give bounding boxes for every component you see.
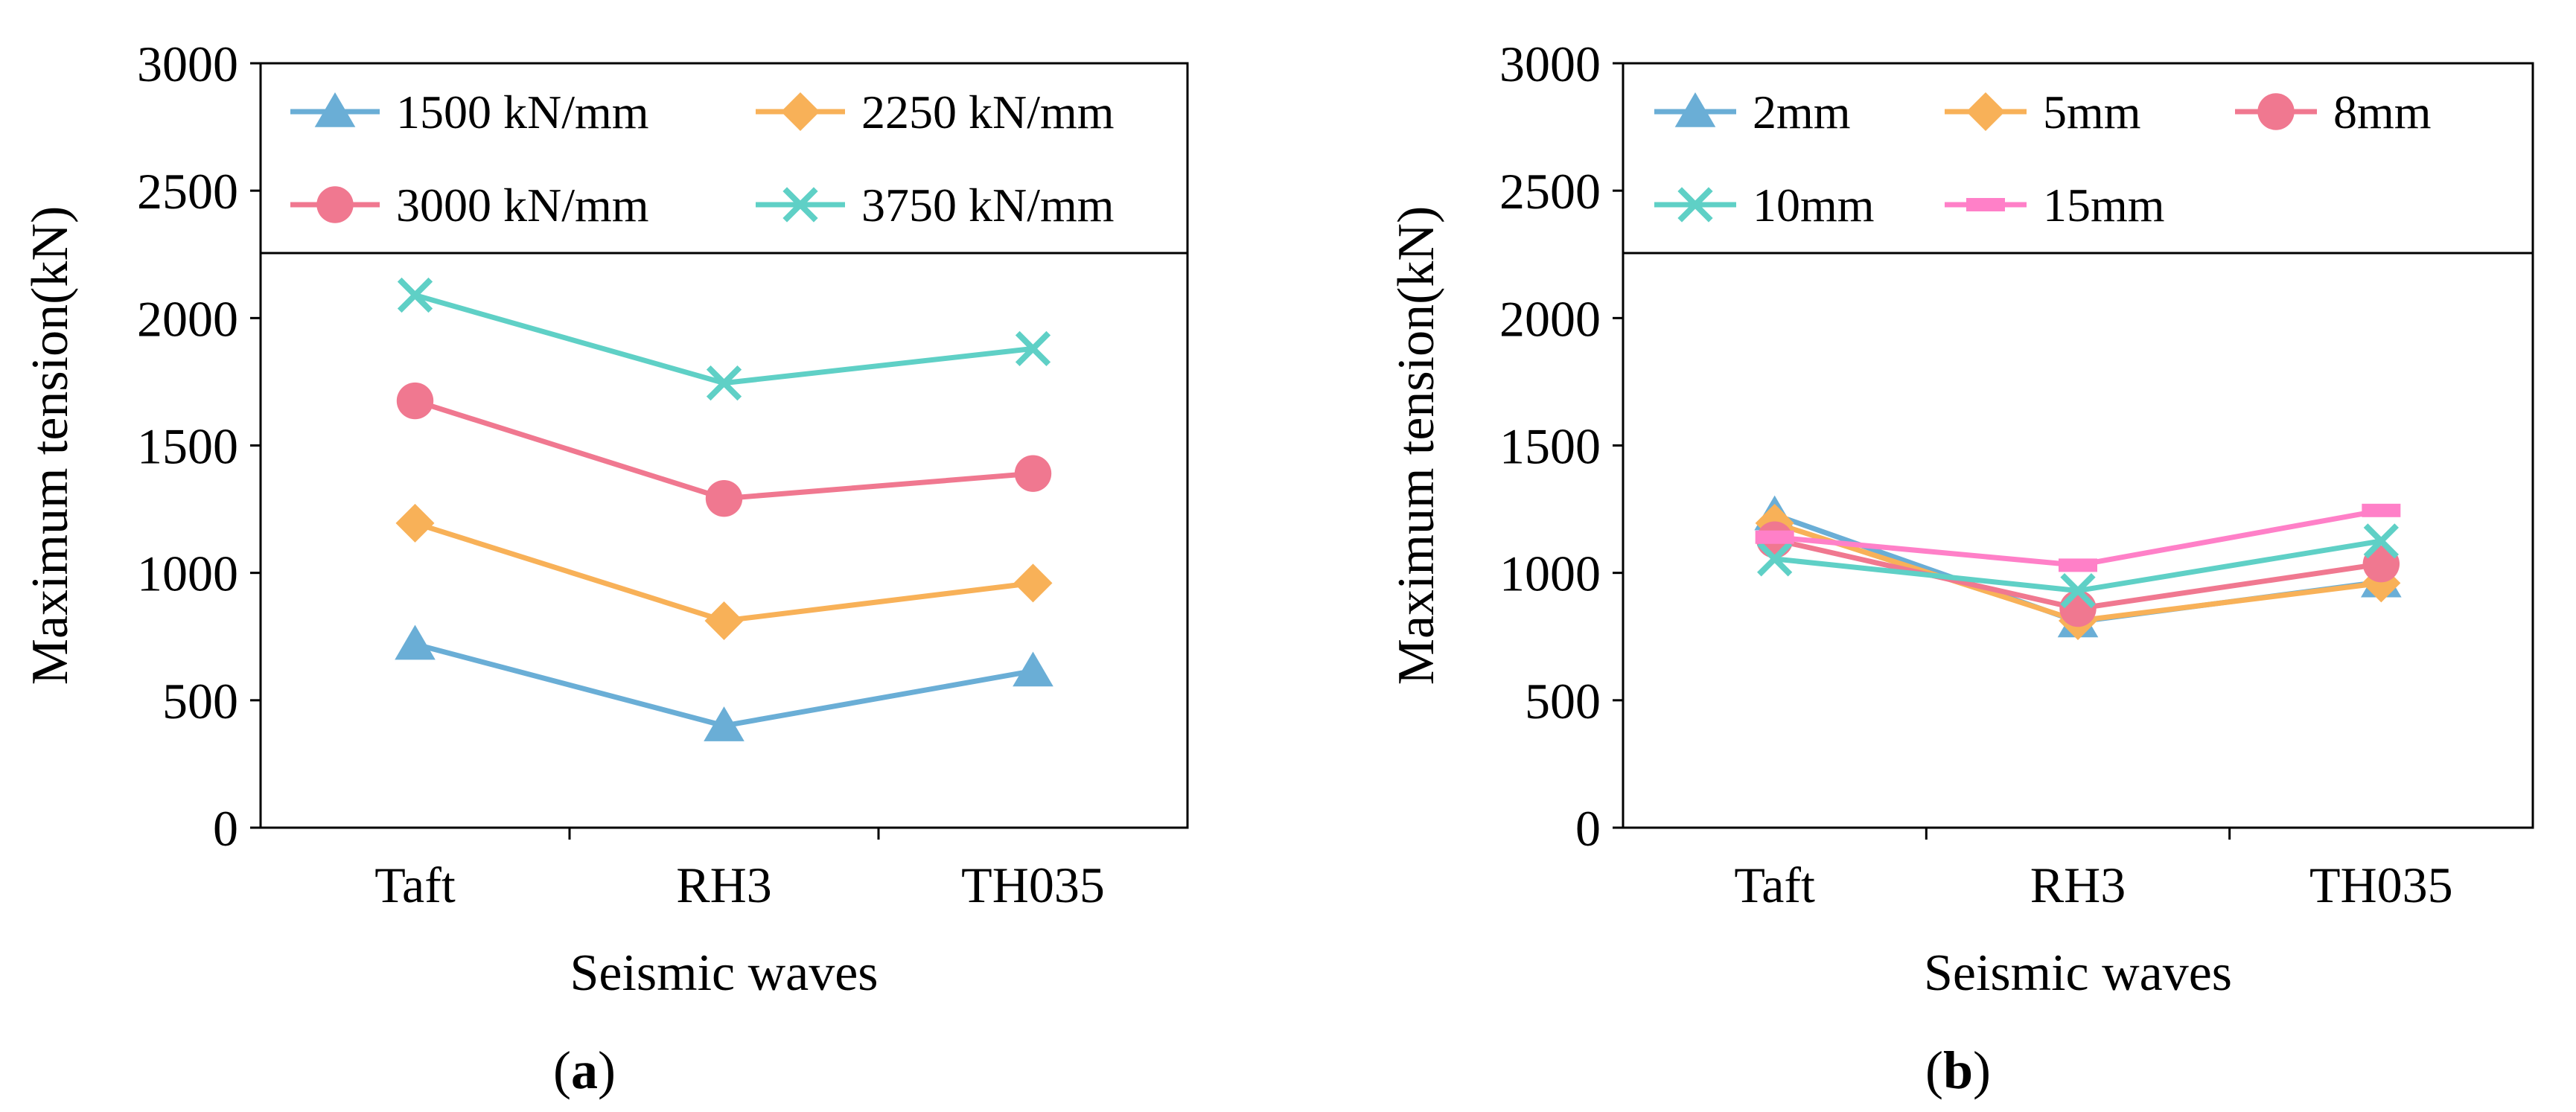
- panel-b-label-open: (: [1925, 1041, 1943, 1100]
- panel-a-x-axis-label: Seismic waves: [570, 945, 878, 1002]
- panel-a-label-letter: a: [571, 1041, 598, 1100]
- panel-a-series-3000-kn-mm-point-rh3: [705, 480, 743, 517]
- panel-b-series-8mm-point-rh3: [2059, 589, 2097, 627]
- panel-b-legend-entry-15mm-marker: [1966, 198, 2005, 211]
- panel-a-ytick-label-0: 0: [213, 800, 238, 857]
- panel-a-chart: 0 500 1000 1500 2000 2500 3000 Taft RH3 TH035 Seis…: [22, 36, 1189, 1002]
- panel-b-ytick-label-1: 500: [1525, 673, 1601, 729]
- panel-a-series-3750-kn-mm-line: [414, 293, 1033, 386]
- panel-a-series-2250-kn-mm-point-rh3: [704, 601, 744, 641]
- panel-b-legend-box: [1622, 62, 2534, 255]
- panel-a-xtick-label-rh3: RH3: [676, 857, 771, 913]
- panel-a-series-3750-kn-mm-point-th035: [1015, 330, 1051, 367]
- panel-b-series-10mm-point-taft-stroke-b: [1757, 541, 1793, 577]
- panel-a-ytick-label-4: 2000: [137, 290, 238, 347]
- panel-b-xtick-label-th035: TH035: [2309, 857, 2453, 913]
- panel-b-label: (b): [1925, 1041, 1991, 1100]
- panel-b-ytick-label-6: 3000: [1499, 36, 1601, 92]
- panel-b-series-8mm-point-th035: [2362, 545, 2400, 583]
- panel-a-series-1500-kn-mm-point-th035: [1013, 651, 1053, 687]
- panel-a-series-3750-kn-mm-point-taft-stroke-b: [397, 277, 433, 313]
- panel-b-legend-entry-5mm-marker: [1966, 92, 2005, 131]
- panel-b-series-15mm-point-th035: [2362, 503, 2401, 517]
- panel-a-ytick-label-5: 2500: [137, 163, 238, 220]
- panel-a-legend-entry-3000-kn-mm-label: 3000 kN/mm: [396, 179, 649, 231]
- panel-b-ytick-label-0: 0: [1575, 800, 1601, 857]
- panel-b-ytick-label-5: 2500: [1499, 163, 1601, 220]
- panel-a-series-3750-kn-mm-point-rh3: [706, 365, 742, 401]
- panel-a-legend-entry-1500-kn-mm: 1500 kN/mm: [290, 86, 649, 138]
- panel-a-series-3750-kn-mm-point-taft: [397, 277, 433, 313]
- panel-a-legend-entry-3750-kn-mm-label: 3750 kN/mm: [861, 179, 1115, 231]
- panel-b-ytick-label-3: 1500: [1499, 418, 1601, 475]
- panel-a-series-3000-kn-mm-point-th035: [1014, 455, 1052, 492]
- panel-a-series-3750-kn-mm-point-th035-stroke-b: [1015, 330, 1051, 367]
- panel-b-legend-entry-2mm-label: 2mm: [1753, 86, 1851, 138]
- panel-b-legend-entry-10mm-marker: [1677, 187, 1713, 223]
- panel-a-ytick-label-2: 1000: [137, 546, 238, 602]
- panel-a-legend-box: [259, 62, 1189, 255]
- panel-a-series-3000-kn-mm-point-taft: [396, 382, 434, 420]
- panel-a-legend-entry-3750-kn-mm-marker: [782, 187, 818, 223]
- panel-b-label-letter: b: [1943, 1041, 1973, 1100]
- panel-b-series-10mm-point-th035-stroke-b: [2363, 523, 2399, 559]
- panel-b-y-axis-label: Maximum tension(kN): [1388, 206, 1445, 686]
- panel-a-legend-entry-2250-kn-mm-marker: [781, 92, 820, 131]
- panel-b-legend-entry-5mm: 5mm: [1945, 86, 2141, 138]
- panel-a-legend-entry-3000-kn-mm-marker: [316, 186, 354, 223]
- panel-a-legend-entry-1500-kn-mm-marker: [314, 92, 356, 127]
- panel-b-legend-entry-15mm-label: 15mm: [2043, 179, 2165, 231]
- panel-b-label-close: ): [1973, 1041, 1991, 1100]
- panel-b-chart: 0 500 1000 1500 2000 2500 3000 Taft RH3 TH035 Seis…: [1388, 36, 2534, 1002]
- panel-a-legend-entry-1500-kn-mm-label: 1500 kN/mm: [396, 86, 649, 138]
- panel-b-legend-entry-5mm-label: 5mm: [2043, 86, 2141, 138]
- panel-b-series-10mm-point-taft: [1757, 541, 1793, 577]
- panel-a-series-2250-kn-mm-point-th035: [1013, 563, 1053, 603]
- panel-a-series-1500-kn-mm-point-taft: [395, 624, 436, 660]
- panel-a-y-axis-label: Maximum tension(kN): [22, 206, 79, 686]
- panel-a-ytick-label-1: 500: [162, 673, 238, 729]
- panel-b-series-10mm-point-th035: [2363, 523, 2399, 559]
- panel-b-x-axis-label: Seismic waves: [1924, 945, 2232, 1002]
- panel-b-xtick-label-rh3: RH3: [2030, 857, 2126, 913]
- panel-a-xtick-label-taft: Taft: [374, 857, 456, 913]
- panel-a-series-2250-kn-mm-point-taft: [395, 503, 435, 543]
- panel-a-legend-entry-2250-kn-mm: 2250 kN/mm: [756, 86, 1115, 138]
- panel-a-series-3750-kn-mm-point-rh3-stroke-b: [706, 365, 742, 401]
- panel-b-legend-entry-10mm-marker-stroke-b: [1677, 187, 1713, 223]
- panel-a-label: (a): [553, 1041, 616, 1100]
- panel-a-legend-entry-3750-kn-mm-marker-stroke-b: [782, 187, 818, 223]
- panel-b-series-15mm-point-taft: [1755, 530, 1794, 544]
- panel-a-xtick-label-th035: TH035: [961, 857, 1105, 913]
- panel-a-legend-entry-3000-kn-mm: 3000 kN/mm: [290, 179, 649, 231]
- panel-b-series-10mm-point-rh3: [2060, 573, 2096, 609]
- panel-b-legend-entry-8mm: 8mm: [2235, 86, 2432, 138]
- panel-a-ytick-label-6: 3000: [137, 36, 238, 92]
- panel-b-legend-entry-10mm-label: 10mm: [1753, 179, 1875, 231]
- panel-b-series-15mm-point-rh3: [2059, 558, 2097, 572]
- panel-b-legend-entry-15mm: 15mm: [1945, 179, 2165, 231]
- panel-b-legend-entry-8mm-label: 8mm: [2333, 86, 2432, 138]
- panel-b-legend-entry-10mm: 10mm: [1654, 179, 1875, 231]
- panel-a-label-close: ): [598, 1041, 616, 1100]
- panel-b-legend-entry-2mm: 2mm: [1654, 86, 1851, 138]
- panel-b-ytick-label-2: 1000: [1499, 546, 1601, 602]
- panel-b-ytick-label-4: 2000: [1499, 290, 1601, 347]
- panel-b-series-10mm-point-rh3-stroke-b: [2060, 573, 2096, 609]
- panel-b-legend-entry-2mm-marker: [1674, 92, 1716, 127]
- panel-a-series-1500-kn-mm-point-rh3: [704, 706, 745, 741]
- panel-b-xtick-label-taft: Taft: [1734, 857, 1815, 913]
- panel-a-legend-entry-3750-kn-mm: 3750 kN/mm: [756, 179, 1115, 231]
- panel-a-legend-entry-2250-kn-mm-label: 2250 kN/mm: [861, 86, 1115, 138]
- panel-a-ytick-label-3: 1500: [137, 418, 238, 475]
- panel-a-label-open: (: [553, 1041, 571, 1100]
- panel-b-legend-entry-8mm-marker: [2257, 93, 2295, 130]
